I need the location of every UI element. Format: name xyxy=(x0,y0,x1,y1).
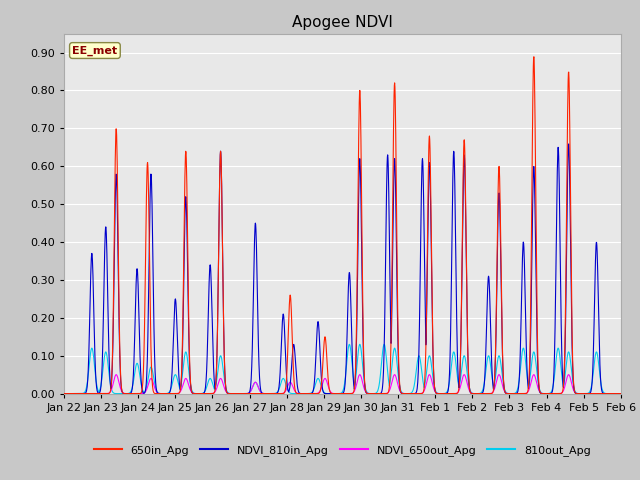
Legend: 650in_Apg, NDVI_810in_Apg, NDVI_650out_Apg, 810out_Apg: 650in_Apg, NDVI_810in_Apg, NDVI_650out_A… xyxy=(90,440,595,460)
Title: Apogee NDVI: Apogee NDVI xyxy=(292,15,393,30)
Text: EE_met: EE_met xyxy=(72,46,118,56)
